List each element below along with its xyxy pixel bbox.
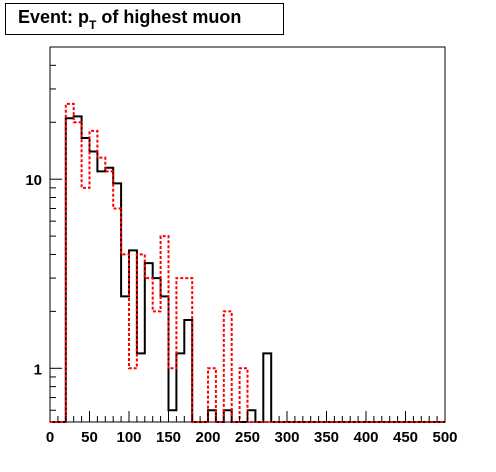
- chart-title-suffix: of highest muon: [96, 7, 242, 27]
- x-tick-label: 400: [353, 429, 378, 446]
- y-tick-label: 1: [34, 361, 42, 378]
- x-tick-label: 100: [116, 429, 141, 446]
- x-tick-label: 150: [156, 429, 181, 446]
- x-tick-label: 350: [314, 429, 339, 446]
- x-tick-label: 500: [432, 429, 457, 446]
- histogram-series-2: [50, 102, 445, 423]
- chart-title-subscript: T: [89, 18, 97, 32]
- chart-title-box: Event: pT of highest muon: [5, 3, 284, 35]
- x-tick-label: 0: [46, 429, 54, 446]
- chart-title: Event: pT of highest muon: [18, 7, 242, 32]
- x-tick-label: 50: [81, 429, 98, 446]
- y-tick-label: 10: [25, 172, 42, 189]
- plot-frame: [49, 46, 446, 423]
- x-tick-label: 300: [274, 429, 299, 446]
- chart-title-prefix: Event: p: [18, 7, 90, 27]
- x-tick-label: 250: [235, 429, 260, 446]
- x-tick-label: 200: [195, 429, 220, 446]
- x-tick-label: 450: [393, 429, 418, 446]
